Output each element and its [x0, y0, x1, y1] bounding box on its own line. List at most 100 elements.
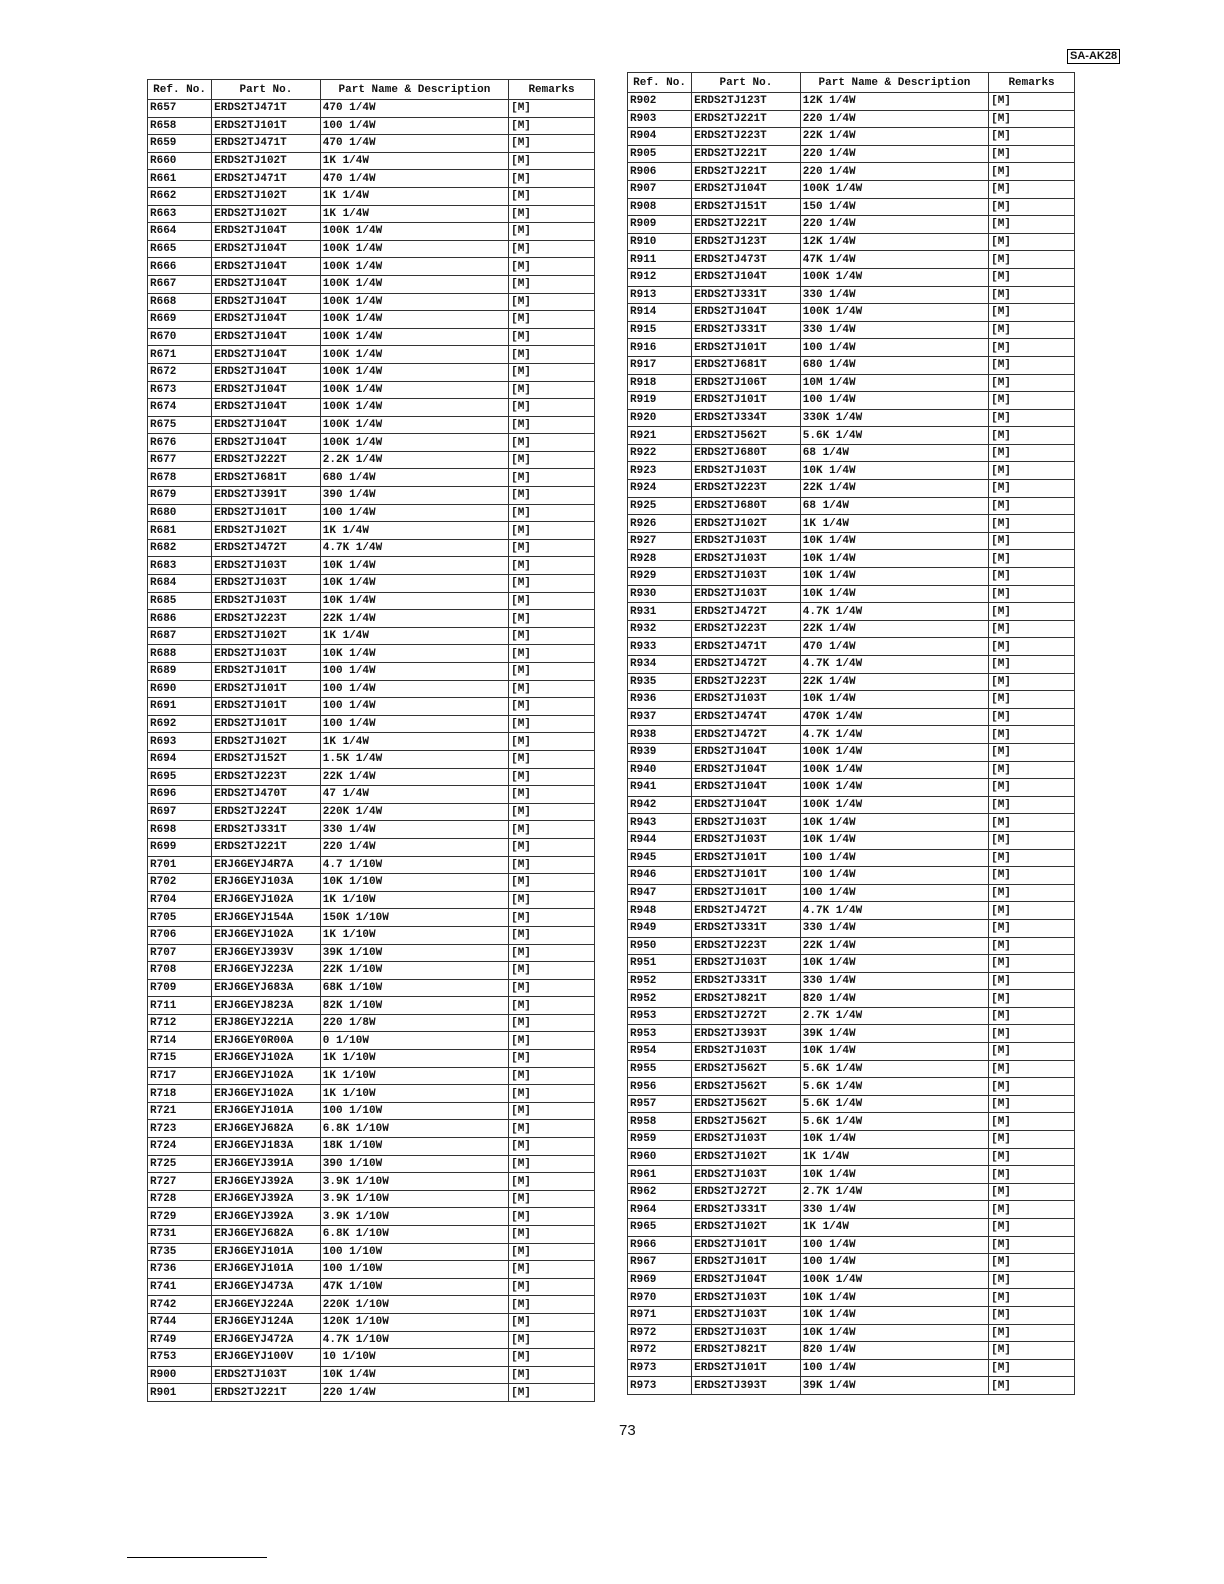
description-cell: 10K 1/4W [799, 690, 990, 709]
description-cell: 100K 1/4W [319, 257, 510, 276]
part-no-cell: ERDS2TJ221T [691, 144, 801, 164]
description-cell: 1K 1/4W [319, 521, 510, 540]
table-row: R708 ERJ6GEYJ223A 22K 1/10W [M] [146, 961, 595, 980]
description-cell: 100K 1/4W [799, 760, 990, 780]
remarks-cell: [M] [508, 538, 595, 558]
remarks-cell: [M] [988, 1305, 1075, 1325]
table-row: R676 ERDS2TJ104T 100K 1/4W [M] [146, 433, 595, 452]
part-no-cell: ERDS2TJ224T [211, 802, 321, 822]
ref-no-cell: R727 [146, 1172, 213, 1191]
part-no-cell: ERDS2TJ223T [691, 672, 801, 692]
part-no-cell: ERDS2TJ680T [691, 443, 801, 463]
ref-no-cell: R659 [146, 134, 213, 153]
table-row: R749 ERJ6GEYJ472A 4.7K 1/10W [M] [146, 1330, 595, 1350]
ref-no-cell: R698 [146, 820, 213, 839]
part-no-cell: ERDS2TJ471T [211, 134, 321, 153]
table-row: R956 ERDS2TJ562T 5.6K 1/4W [M] [626, 1077, 1075, 1096]
remarks-cell: [M] [988, 830, 1075, 850]
ref-no-cell: R705 [146, 908, 213, 927]
ref-no-cell: R925 [626, 496, 693, 516]
ref-no-cell: R933 [626, 637, 693, 656]
description-cell: 22K 1/4W [799, 619, 990, 639]
description-cell: 3.9K 1/10W [319, 1207, 510, 1226]
description-cell: 68K 1/10W [319, 978, 510, 998]
ref-no-cell: R741 [146, 1277, 213, 1297]
ref-no-cell: R724 [146, 1137, 213, 1156]
ref-no-cell: R663 [146, 204, 213, 224]
ref-no-cell: R714 [146, 1031, 213, 1051]
part-no-cell: ERDS2TJ103T [691, 549, 801, 569]
table-row: R683 ERDS2TJ103T 10K 1/4W [M] [146, 556, 595, 576]
remarks-cell: [M] [508, 257, 595, 276]
ref-no-cell: R725 [146, 1154, 213, 1174]
table-row: R960 ERDS2TJ102T 1K 1/4W [M] [626, 1147, 1075, 1167]
remarks-cell: [M] [508, 1312, 595, 1332]
table-row: R958 ERDS2TJ562T 5.6K 1/4W [M] [626, 1112, 1075, 1132]
table-row: R660 ERDS2TJ102T 1K 1/4W [M] [146, 151, 595, 171]
part-no-cell: ERDS2TJ680T [691, 496, 801, 516]
table-row: R725 ERJ6GEYJ391A 390 1/10W [M] [146, 1154, 595, 1174]
part-no-cell: ERDS2TJ471T [211, 169, 321, 188]
remarks-cell: [M] [508, 697, 595, 716]
table-row: R735 ERJ6GEYJ101A 100 1/10W [M] [146, 1242, 595, 1262]
table-row: R718 ERJ6GEYJ102A 1K 1/10W [M] [146, 1084, 595, 1103]
table-row: R684 ERDS2TJ103T 10K 1/4W [M] [146, 574, 595, 593]
ref-no-cell: R667 [146, 274, 213, 294]
description-cell: 100K 1/4W [799, 795, 990, 815]
remarks-cell: [M] [508, 204, 595, 224]
part-no-cell: ERJ6GEYJ102A [211, 1066, 321, 1086]
remarks-cell: [M] [508, 327, 595, 347]
ref-no-cell: R947 [626, 883, 693, 903]
description-cell: 100 1/4W [319, 679, 510, 699]
remarks-cell: [M] [988, 285, 1075, 305]
description-cell: 4.7K 1/4W [319, 538, 510, 558]
table-row: R953 ERDS2TJ393T 39K 1/4W [M] [626, 1024, 1075, 1044]
remarks-cell: [M] [988, 1059, 1075, 1079]
part-no-cell: ERDS2TJ562T [691, 1112, 801, 1132]
ref-no-cell: R945 [626, 848, 693, 868]
table-row: R932 ERDS2TJ223T 22K 1/4W [M] [626, 619, 1075, 639]
description-cell: 220 1/4W [799, 162, 990, 181]
table-row: R663 ERDS2TJ102T 1K 1/4W [M] [146, 204, 595, 224]
table-row: R704 ERJ6GEYJ102A 1K 1/10W [M] [146, 890, 595, 910]
part-no-cell: ERDS2TJ562T [691, 426, 801, 445]
table-row: R661 ERDS2TJ471T 470 1/4W [M] [146, 169, 595, 188]
description-cell: 1K 1/4W [799, 1147, 990, 1167]
ref-no-cell: R946 [626, 866, 693, 885]
table-row: R965 ERDS2TJ102T 1K 1/4W [M] [626, 1218, 1075, 1237]
table-row: R916 ERDS2TJ101T 100 1/4W [M] [626, 338, 1075, 357]
part-no-cell: ERDS2TJ104T [691, 179, 801, 199]
ref-no-cell: R961 [626, 1165, 693, 1184]
part-no-cell: ERDS2TJ101T [691, 391, 801, 410]
ref-no-cell: R954 [626, 1042, 693, 1061]
ref-no-cell: R939 [626, 742, 693, 762]
description-cell: 5.6K 1/4W [799, 426, 990, 445]
table-row: R677 ERDS2TJ222T 2.2K 1/4W [M] [146, 450, 595, 470]
description-cell: 330 1/4W [799, 285, 990, 305]
description-cell: 100 1/4W [799, 391, 990, 410]
remarks-cell: [M] [508, 1295, 595, 1314]
ref-no-cell: R711 [146, 996, 213, 1015]
table-row: R934 ERDS2TJ472T 4.7K 1/4W [M] [626, 655, 1075, 674]
description-cell: 220 1/8W [319, 1013, 510, 1033]
description-cell: 470 1/4W [319, 99, 510, 118]
ref-no-cell: R677 [146, 450, 213, 470]
description-cell: 4.7K 1/4W [799, 725, 990, 744]
table-row: R943 ERDS2TJ103T 10K 1/4W [M] [626, 813, 1075, 832]
remarks-cell: [M] [508, 186, 595, 206]
remarks-cell: [M] [508, 1277, 595, 1297]
ref-no-cell: R675 [146, 415, 213, 435]
part-no-cell: ERDS2TJ104T [691, 1270, 801, 1290]
ref-no-cell: R932 [626, 619, 693, 639]
table-row: R688 ERDS2TJ103T 10K 1/4W [M] [146, 644, 595, 663]
ref-no-cell: R971 [626, 1305, 693, 1325]
description-cell: 100 1/4W [319, 714, 510, 734]
ref-no-cell: R950 [626, 936, 693, 956]
ref-no-cell: R913 [626, 285, 693, 305]
ref-no-cell: R696 [146, 785, 213, 804]
part-no-cell: ERJ6GEYJ102A [211, 890, 321, 910]
description-cell: 100K 1/4W [319, 239, 510, 259]
description-cell: 6.8K 1/10W [319, 1225, 510, 1244]
remarks-cell: [M] [988, 725, 1075, 744]
part-no-cell: ERDS2TJ221T [211, 837, 321, 857]
